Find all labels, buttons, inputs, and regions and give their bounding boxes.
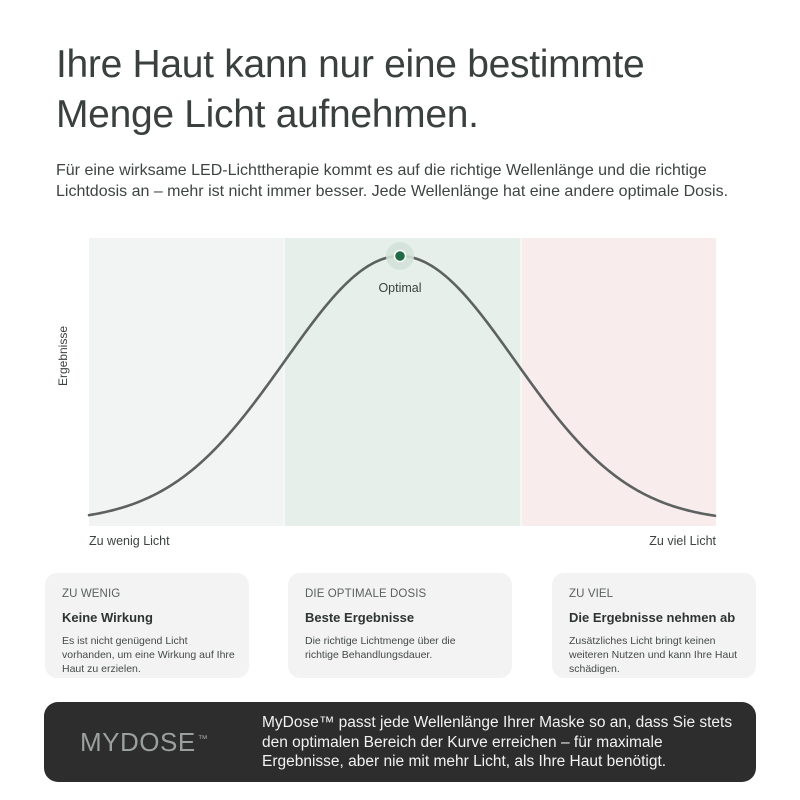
zone-too-much xyxy=(521,238,716,526)
card-kicker: DIE OPTIMALE DOSIS xyxy=(305,588,427,600)
brand-trademark: ™ xyxy=(197,734,209,745)
card-title: Keine Wirkung xyxy=(62,610,153,625)
headline-line-1: Ihre Haut kann nur eine bestimmte xyxy=(56,43,645,86)
card-text: Zusätzliches Licht bringt keinen weitere… xyxy=(569,635,738,675)
x-right-label: Zu viel Licht xyxy=(649,534,716,548)
y-axis-label: Ergebnisse xyxy=(56,326,70,386)
card-optimal-dose: DIE OPTIMALE DOSIS Beste Ergebnisse Die … xyxy=(288,573,512,678)
headline: Ihre Haut kann nur eine bestimmte Menge … xyxy=(56,40,756,140)
banner-text: MyDose™ passt jede Wellenlänge Ihrer Mas… xyxy=(262,714,733,770)
card-text: Es ist nicht genügend Licht vorhanden, u… xyxy=(62,635,235,675)
zone-optimal xyxy=(284,238,521,526)
card-too-little: ZU WENIG Keine Wirkung Es ist nicht genü… xyxy=(45,573,249,678)
headline-line-2: Menge Licht aufnehmen. xyxy=(56,93,479,136)
intro-text: Für eine wirksame LED-Lichttherapie komm… xyxy=(56,162,729,200)
card-kicker: ZU WENIG xyxy=(62,588,121,600)
mydose-banner: MYDOSE ™ MyDose™ passt jede Wellenlänge I… xyxy=(44,702,756,782)
optimal-marker xyxy=(393,249,407,263)
optimal-label: Optimal xyxy=(378,281,421,295)
brand-name: MYDOSE xyxy=(80,727,196,757)
card-too-much: ZU VIEL Die Ergebnisse nehmen ab Zusätzl… xyxy=(552,573,756,678)
zone-too-little xyxy=(89,238,284,526)
card-text: Die richtige Lichtmenge über die richtig… xyxy=(305,635,456,661)
card-title: Beste Ergebnisse xyxy=(305,610,415,625)
card-kicker: ZU VIEL xyxy=(569,588,614,600)
card-title: Die Ergebnisse nehmen ab xyxy=(569,610,736,625)
x-left-label: Zu wenig Licht xyxy=(89,534,170,548)
brand-logo: MYDOSE ™ xyxy=(80,726,208,758)
